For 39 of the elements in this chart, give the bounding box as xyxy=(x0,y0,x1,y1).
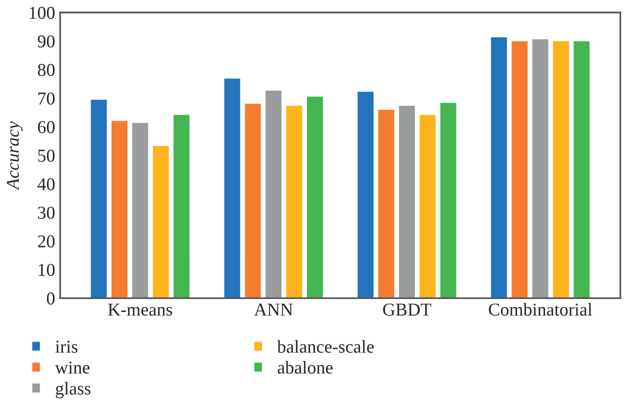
y-tick-label: 80 xyxy=(38,64,55,76)
bar xyxy=(356,90,375,298)
x-tick-label: ANN xyxy=(254,304,293,316)
bar xyxy=(172,114,191,298)
y-tick-label: 70 xyxy=(38,92,55,105)
y-tick-label: 100 xyxy=(30,6,55,19)
y-axis-title: Accuracy xyxy=(6,121,23,190)
legend-label: wine xyxy=(55,362,90,374)
y-tick-label: 10 xyxy=(38,264,55,276)
bar xyxy=(110,120,129,298)
bar xyxy=(376,108,396,298)
bar xyxy=(222,77,242,298)
bar xyxy=(130,122,150,298)
bar xyxy=(264,89,283,298)
y-tick-label: 40 xyxy=(38,178,55,190)
x-tick-label: K-means xyxy=(108,304,172,316)
legend-label: glass xyxy=(56,382,90,398)
bar xyxy=(89,98,108,298)
bar xyxy=(530,38,550,298)
legend-label: balance-scale xyxy=(277,340,374,353)
bar xyxy=(510,40,529,298)
bar xyxy=(438,102,458,298)
bar xyxy=(244,102,262,298)
legend-label: iris xyxy=(55,340,78,353)
y-tick-label: 60 xyxy=(38,121,55,134)
y-tick-label: 0 xyxy=(46,292,55,305)
bar xyxy=(552,40,570,298)
x-tick-label: GBDT xyxy=(383,304,432,316)
bar xyxy=(306,95,324,298)
bar xyxy=(490,36,508,298)
bar xyxy=(284,104,304,298)
y-tick-label: 90 xyxy=(38,35,55,48)
y-tick-label: 50 xyxy=(38,150,55,162)
bar xyxy=(572,40,592,298)
y-tick-label: 20 xyxy=(38,235,55,248)
legend-label: abalone xyxy=(278,361,333,374)
y-tick-label: 30 xyxy=(38,206,55,219)
x-tick-label: Combinatorial xyxy=(488,303,592,316)
bar xyxy=(151,144,170,298)
